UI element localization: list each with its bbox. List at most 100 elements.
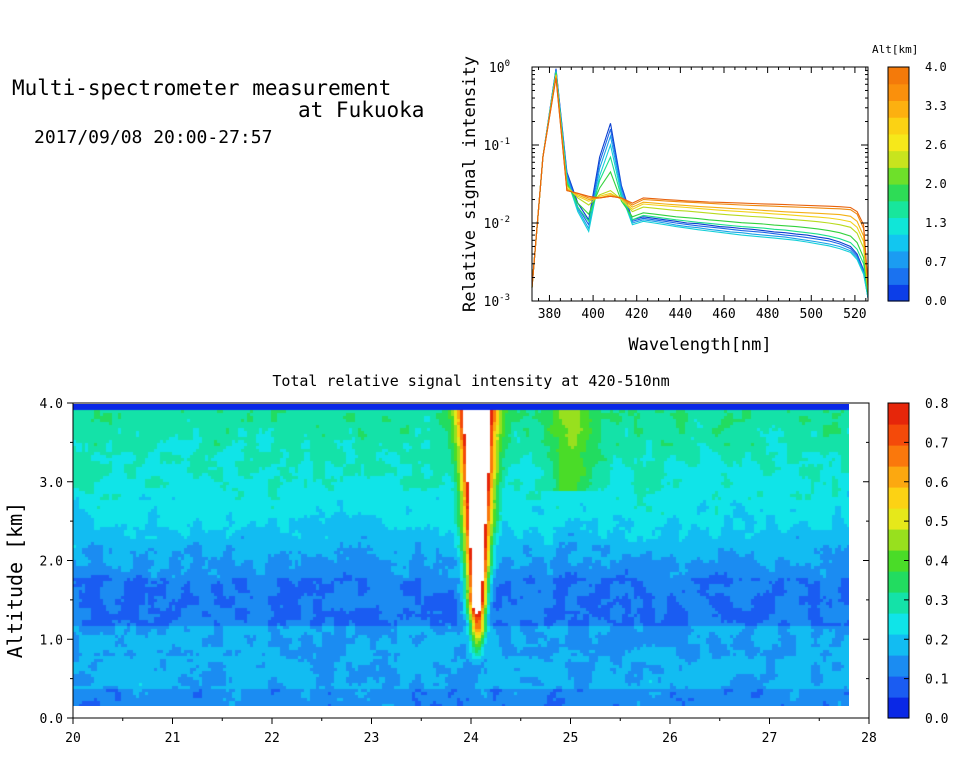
intensity-colorbar-tick-label: 0.8 <box>925 397 948 412</box>
spectrum-series-group <box>531 68 869 298</box>
figure-title-line2: at Fukuoka <box>298 98 425 122</box>
spectrum-axes: 380 400 420 440 460 480 500 520 100 10-1 10-2 10-3 <box>484 59 868 322</box>
altitude-colorbar-swatch <box>888 267 909 285</box>
intensity-colorbar-swatch <box>888 634 909 656</box>
spectrum-x-tick-label: 520 <box>843 307 866 322</box>
spectrum-x-tick-label: 440 <box>669 307 692 322</box>
intensity-colorbar: 0.8 0.7 0.6 0.5 0.4 0.3 0.2 0.1 0.0 <box>887 397 949 727</box>
spectrum-series-line <box>531 77 869 288</box>
altitude-colorbar-swatch <box>888 133 909 152</box>
intensity-colorbar-tick-label: 0.2 <box>925 633 948 648</box>
heatmap-x-tick-label: 26 <box>662 731 678 746</box>
altitude-colorbar-tick-label: 0.0 <box>925 294 947 308</box>
altitude-colorbar-swatch <box>888 67 909 85</box>
heatmap-y-label: Altitude [km] <box>3 502 27 659</box>
heatmap-image <box>73 404 849 706</box>
spectrum-series-line <box>531 76 869 288</box>
intensity-colorbar-swatch <box>888 613 909 635</box>
intensity-colorbar-swatch <box>888 550 909 572</box>
heatmap-x-tick-label: 22 <box>264 731 280 746</box>
altitude-colorbar-tick-label: 2.6 <box>925 138 947 152</box>
intensity-colorbar-tick-label: 0.4 <box>925 555 949 570</box>
spectrum-y-tick-label: 10-3 <box>484 293 511 310</box>
intensity-colorbar-tick-label: 0.5 <box>925 515 948 530</box>
heatmap-x-tick-label: 21 <box>165 731 181 746</box>
intensity-colorbar-swatch <box>888 529 909 551</box>
altitude-colorbar-swatch <box>888 117 909 135</box>
intensity-colorbar-swatch <box>888 508 909 530</box>
altitude-colorbar-frame <box>887 66 910 302</box>
heatmap-title: Total relative signal intensity at 420-5… <box>272 372 669 390</box>
heatmap-x-tick-label: 23 <box>364 731 380 746</box>
altitude-colorbar-label: Alt[km] <box>872 43 918 56</box>
heatmap-x-tick-label: 28 <box>861 731 877 746</box>
heatmap-x-tick-label: 25 <box>563 731 579 746</box>
altitude-colorbar-swatch <box>888 250 909 269</box>
spectrum-series-line <box>531 75 869 290</box>
spectrum-x-tick-label: 380 <box>538 307 561 322</box>
heatmap-y-tick-label: 0.0 <box>40 712 63 727</box>
altitude-colorbar-tick-label: 2.0 <box>925 177 947 191</box>
intensity-colorbar-swatch <box>888 466 909 488</box>
spectrum-y-tick-label: 10-1 <box>484 137 511 154</box>
spectrum-series-line <box>531 70 869 298</box>
spectrum-series-line <box>531 74 869 293</box>
intensity-colorbar-swatch <box>888 571 909 593</box>
altitude-colorbar-swatch <box>888 83 909 102</box>
intensity-colorbar-tick-label: 0.1 <box>925 673 948 688</box>
spectrum-y-label: Relative signal intensity <box>460 56 480 312</box>
spectrum-series-line <box>531 71 869 298</box>
altitude-colorbar-tick-label: 1.3 <box>925 216 947 230</box>
intensity-colorbar-swatch <box>888 487 909 509</box>
spectrum-series-line <box>531 72 869 295</box>
altitude-colorbar-tick-label: 4.0 <box>925 60 947 74</box>
intensity-colorbar-tick-label: 0.0 <box>925 712 948 727</box>
altitude-colorbar-swatch <box>888 284 909 302</box>
figure-title-line1: Multi-spectrometer measurement <box>12 76 392 100</box>
spectrum-y-tick-label: 100 <box>489 59 510 76</box>
spectrum-x-tick-label: 420 <box>625 307 648 322</box>
spectrum-x-tick-label: 480 <box>756 307 779 322</box>
spectrum-x-tick-label: 500 <box>800 307 823 322</box>
intensity-colorbar-swatch <box>888 445 909 467</box>
spectrum-x-tick-label: 400 <box>581 307 604 322</box>
intensity-colorbar-swatch <box>888 424 909 446</box>
spectrum-series-line <box>531 73 869 295</box>
altitude-colorbar-swatch <box>888 100 909 118</box>
altitude-colorbar-swatch <box>888 150 909 168</box>
intensity-colorbar-swatch <box>888 655 909 677</box>
heatmap-x-tick-label: 27 <box>762 731 778 746</box>
intensity-colorbar-tick-label: 0.6 <box>925 476 948 491</box>
spectrum-series-line <box>531 69 869 298</box>
heatmap-x-tick-label: 24 <box>463 731 479 746</box>
intensity-colorbar-tick-label: 0.7 <box>925 436 948 451</box>
heatmap-y-tick-label: 4.0 <box>40 397 63 412</box>
spectrum-x-tick-label: 460 <box>712 307 735 322</box>
heatmap-y-tick-label: 1.0 <box>40 633 63 648</box>
spectrum-plot-frame <box>531 66 869 302</box>
heatmap-y-tick-label: 2.0 <box>40 555 63 570</box>
altitude-colorbar-tick-label: 3.3 <box>925 99 947 113</box>
altitude-colorbar-swatch <box>888 184 909 202</box>
intensity-colorbar-swatch <box>888 592 909 614</box>
intensity-colorbar-swatch <box>888 697 909 719</box>
intensity-colorbar-frame <box>887 402 910 719</box>
intensity-colorbar-tick-label: 0.3 <box>925 594 948 609</box>
altitude-colorbar-swatch <box>888 200 909 219</box>
altitude-colorbar-tick-label: 0.7 <box>925 255 947 269</box>
altitude-colorbar: 4.0 3.3 2.6 2.0 1.3 0.7 0.0 <box>887 60 947 308</box>
spectrum-chart: 380 400 420 440 460 480 500 52010010-110-210-3 … <box>460 43 947 355</box>
intensity-colorbar-swatch <box>888 403 909 425</box>
altitude-colorbar-swatch <box>888 167 909 185</box>
spectrum-x-label: Wavelength[nm] <box>628 335 771 355</box>
heatmap-y-tick-label: 3.0 <box>40 476 63 491</box>
altitude-colorbar-swatch <box>888 217 909 235</box>
spectrum-series-line <box>531 78 869 288</box>
intensity-colorbar-swatch <box>888 676 909 698</box>
spectrum-series-line <box>531 68 869 298</box>
heatmap-x-tick-label: 20 <box>65 731 81 746</box>
spectrum-y-tick-label: 10-2 <box>484 215 511 232</box>
measurement-datetime: 2017/09/08 20:00-27:57 <box>34 127 273 148</box>
altitude-colorbar-swatch <box>888 234 909 252</box>
